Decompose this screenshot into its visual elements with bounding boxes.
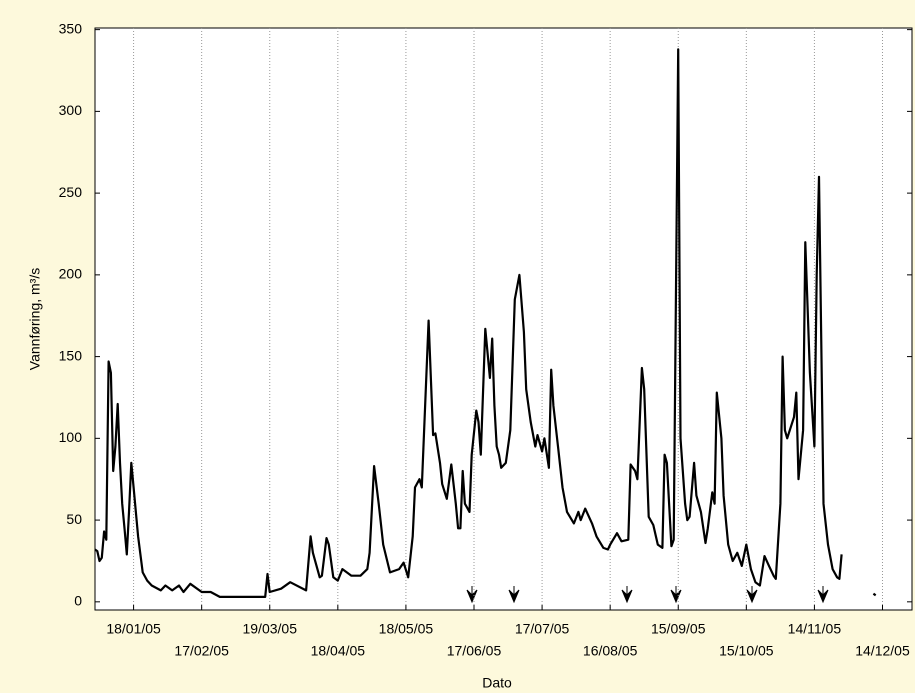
x-tick-label: 18/05/05 bbox=[379, 621, 434, 637]
x-tick-label: 16/08/05 bbox=[583, 643, 638, 659]
x-axis-label: Dato bbox=[482, 675, 512, 691]
y-tick-label: 0 bbox=[74, 593, 82, 609]
x-tick-label: 18/04/05 bbox=[311, 643, 366, 659]
x-tick-label: 17/06/05 bbox=[447, 643, 502, 659]
y-tick-label: 250 bbox=[59, 184, 83, 200]
line-series bbox=[94, 48, 843, 598]
y-tick-label: 350 bbox=[59, 20, 83, 36]
x-tick-label: 18/01/05 bbox=[106, 621, 161, 637]
y-tick-label: 100 bbox=[59, 429, 83, 445]
x-tick-label: 19/03/05 bbox=[242, 621, 297, 637]
y-tick-label: 150 bbox=[59, 347, 83, 363]
x-tick-label: 15/09/05 bbox=[651, 621, 706, 637]
x-tick-label: 14/12/05 bbox=[855, 643, 910, 659]
x-tick-label: 15/10/05 bbox=[719, 643, 774, 659]
y-tick-label: 200 bbox=[59, 266, 83, 282]
x-tick-label: 17/07/05 bbox=[515, 621, 570, 637]
x-tick-label: 17/02/05 bbox=[174, 643, 229, 659]
y-tick-label: 50 bbox=[66, 511, 82, 527]
y-axis-label: Vannføring, m³/s bbox=[27, 268, 43, 370]
plot-area bbox=[94, 27, 913, 611]
x-tick-label: 14/11/05 bbox=[788, 621, 842, 637]
line-series bbox=[872, 592, 877, 597]
y-tick-label: 300 bbox=[59, 102, 83, 118]
